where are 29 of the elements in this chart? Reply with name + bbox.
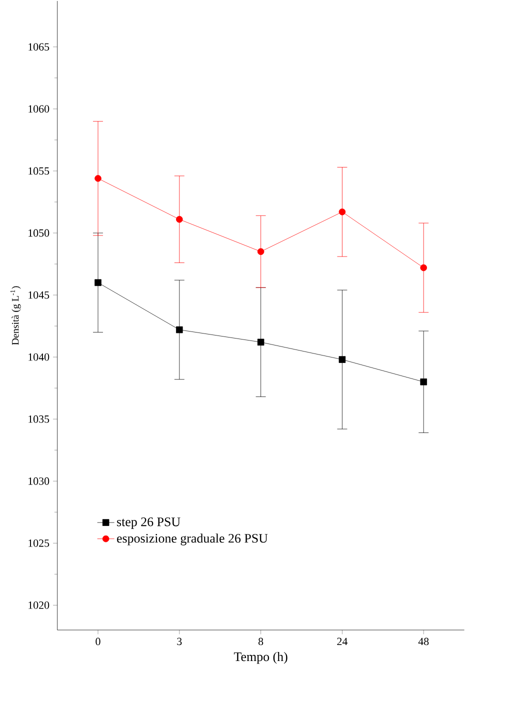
y-tick-label: 1035 bbox=[28, 415, 50, 423]
x-tick-label: 24 bbox=[337, 638, 348, 646]
point bbox=[338, 208, 346, 216]
y-tick-label: 1030 bbox=[28, 477, 50, 485]
point bbox=[420, 378, 427, 386]
y-tick-label: 1020 bbox=[28, 601, 50, 609]
y-tick-label: 1025 bbox=[28, 539, 50, 547]
y-tick-label: 1050 bbox=[28, 229, 50, 237]
y-axis-title: Densità (g L$^{-1}$) bbox=[10, 286, 21, 345]
y-tick-label: 1055 bbox=[28, 167, 50, 175]
legend-label: step 26 PSU bbox=[117, 518, 180, 529]
point bbox=[338, 356, 346, 363]
x-tick-label: 48 bbox=[418, 638, 429, 646]
point bbox=[420, 264, 427, 272]
point bbox=[94, 175, 102, 182]
x-tick-label: 0 bbox=[96, 638, 100, 646]
x-tick-label: 8 bbox=[258, 638, 264, 646]
point bbox=[176, 216, 183, 223]
point bbox=[176, 326, 183, 334]
y-tick-label: 1060 bbox=[28, 105, 50, 113]
point bbox=[257, 338, 264, 346]
y-tick-label: 1040 bbox=[28, 353, 50, 361]
y-tick-label: 1045 bbox=[28, 291, 50, 299]
point bbox=[257, 248, 264, 255]
legend-label: esposizione graduale 26 PSU bbox=[117, 534, 268, 546]
x-tick-label: 3 bbox=[177, 638, 182, 646]
y-tick-label: 1065 bbox=[28, 43, 50, 51]
point bbox=[94, 279, 102, 286]
x-axis-title: Tempo (h) bbox=[234, 652, 288, 664]
